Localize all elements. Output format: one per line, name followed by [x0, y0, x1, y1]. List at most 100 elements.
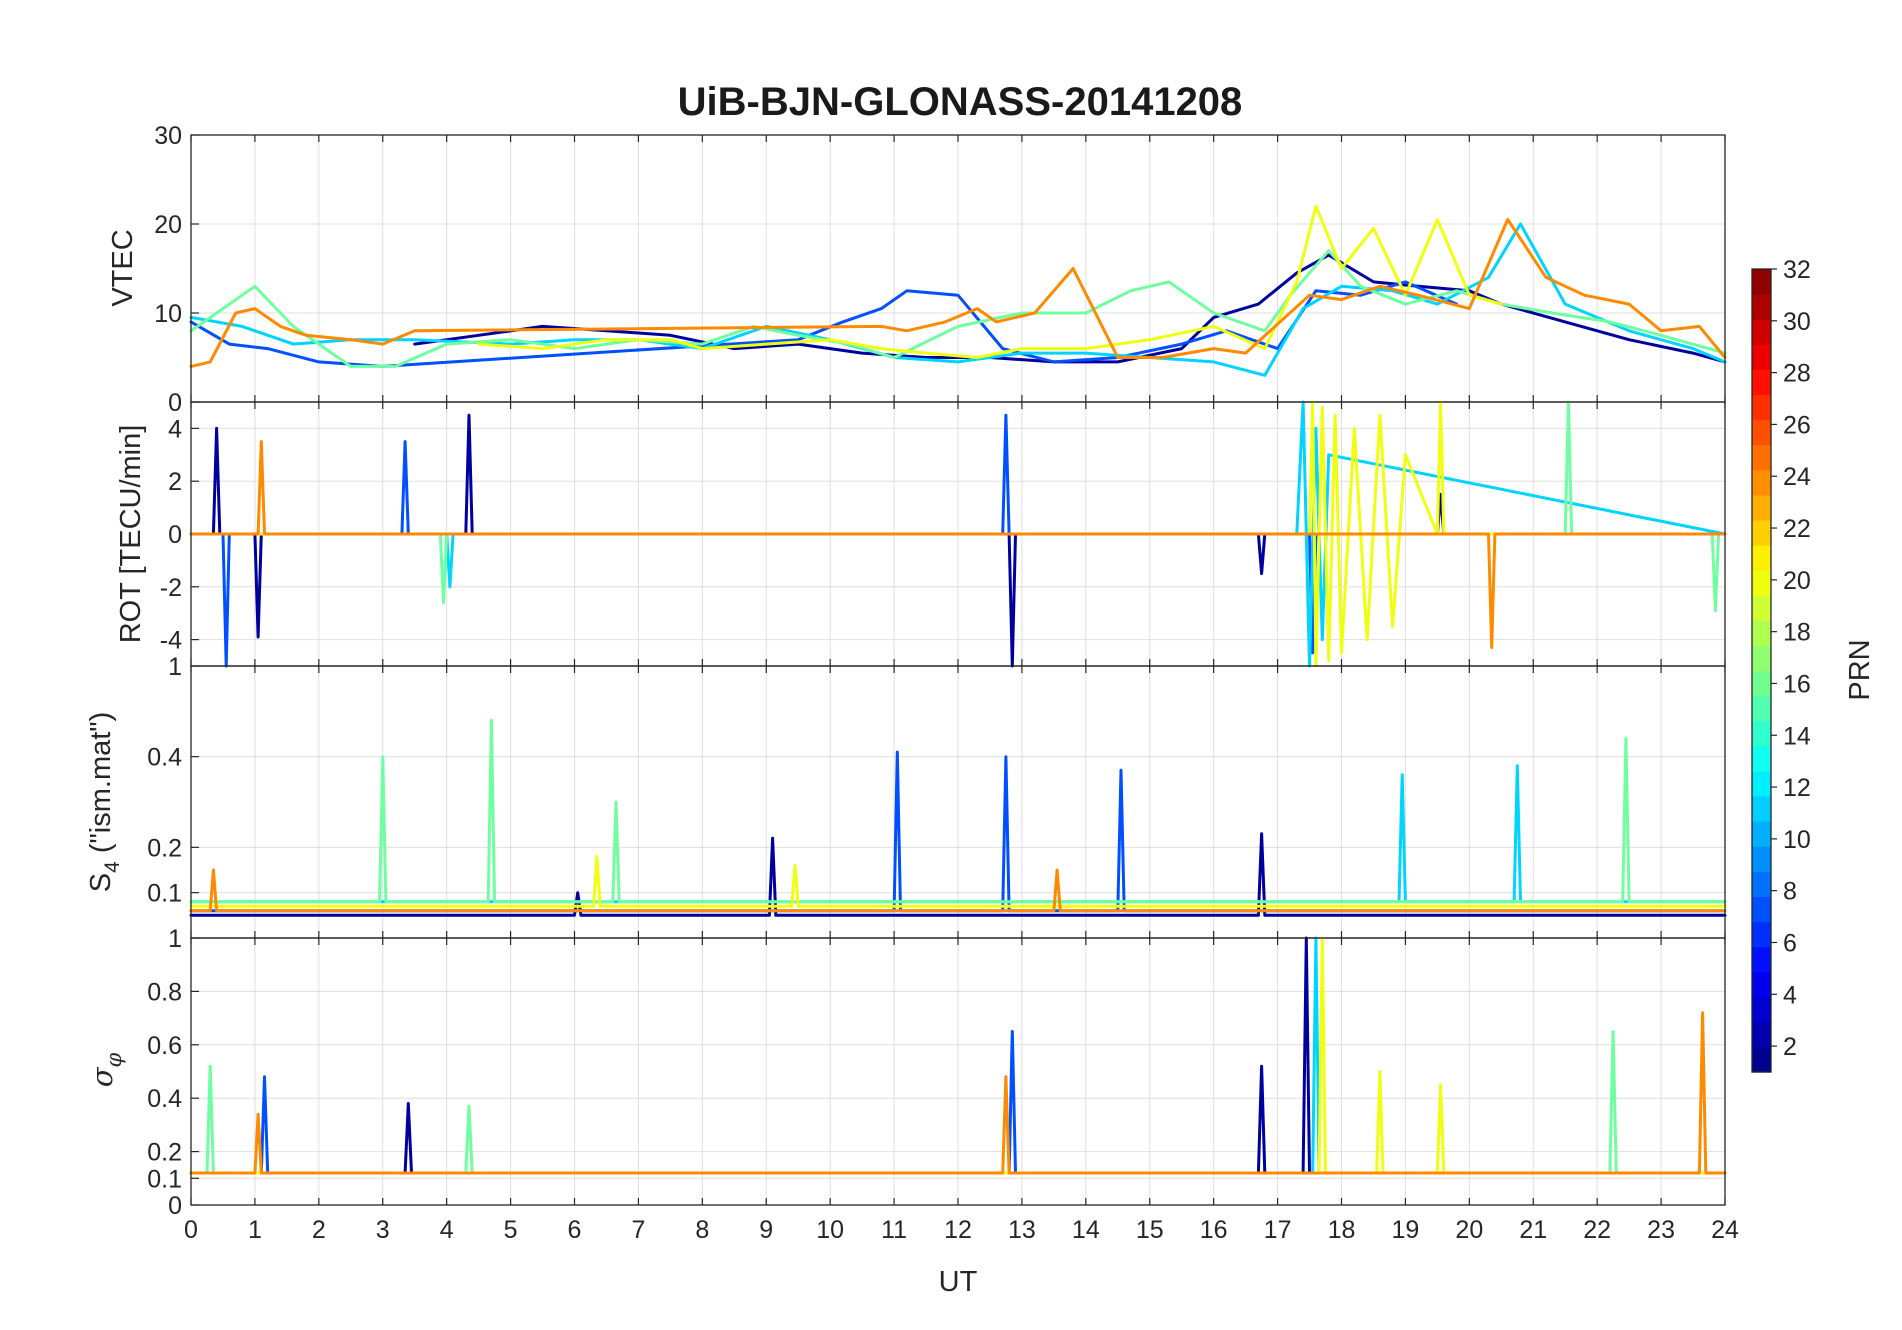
y-tick-label: 0 — [168, 389, 182, 417]
colorbar-cell — [1752, 645, 1771, 672]
x-tick-label: 12 — [944, 1216, 972, 1244]
series-line-prn-23 — [189, 440, 1727, 649]
y-tick-label: 4 — [168, 415, 182, 443]
y-tick-label: 30 — [154, 122, 182, 150]
y-tick-label: 10 — [154, 300, 182, 328]
colorbar-tick-label: 30 — [1783, 308, 1811, 336]
colorbar-cell — [1752, 846, 1771, 872]
colorbar-cell — [1752, 745, 1771, 772]
colorbar-label: PRN — [1844, 639, 1876, 700]
colorbar-cell — [1752, 344, 1771, 370]
x-axis-label: UT — [939, 1266, 978, 1298]
series-line-prn-20 — [477, 204, 1503, 359]
panel-rot: -4 -2 0 2 4 ROT [TECU/min] — [115, 400, 1727, 668]
colorbar-tick-label: 20 — [1783, 567, 1811, 595]
colorbar-cell — [1752, 294, 1771, 320]
colorbar-cell — [1752, 720, 1771, 747]
x-tick-label: 1 — [248, 1216, 262, 1244]
colorbar-cell — [1752, 394, 1771, 421]
series-line-prn-23 — [189, 1011, 1727, 1175]
colorbar-tick-label: 2 — [1783, 1033, 1797, 1061]
colorbar-tick-label: 26 — [1783, 411, 1811, 439]
colorbar-cell — [1752, 444, 1771, 471]
y-tick-label: 0.8 — [147, 978, 182, 1006]
colorbar-cell — [1752, 695, 1771, 722]
series-line-prn-20 — [189, 854, 1727, 908]
chart-title: UiB-BJN-GLONASS-20141208 — [678, 80, 1243, 124]
y-tick-label: 0.4 — [147, 1085, 182, 1113]
x-tick-label: 18 — [1328, 1216, 1356, 1244]
x-tick-label: 8 — [695, 1216, 709, 1244]
y-tick-label: 0 — [168, 1192, 182, 1220]
series-line-prn-15 — [189, 718, 1727, 904]
colorbar-cell — [1752, 595, 1771, 621]
colorbar-cell — [1752, 946, 1771, 973]
colorbar-cell — [1752, 821, 1771, 847]
y-tick-label: -2 — [160, 574, 182, 602]
colorbar-cell — [1752, 921, 1771, 948]
colorbar-cell — [1752, 369, 1771, 396]
x-tick-label: 9 — [759, 1216, 773, 1244]
y-tick-label: 0.4 — [147, 744, 182, 772]
colorbar-cell — [1752, 469, 1771, 496]
colorbar-tick-label: 12 — [1783, 774, 1811, 802]
y-tick-label: 1 — [168, 925, 182, 953]
colorbar-cell — [1752, 269, 1771, 295]
colorbar-cell — [1752, 770, 1771, 797]
series-line-prn-23 — [189, 868, 1727, 913]
colorbar-cell — [1752, 1046, 1771, 1073]
colorbar-tick-label: 22 — [1783, 515, 1811, 543]
colorbar-cell — [1752, 795, 1771, 822]
colorbar-tick-label: 10 — [1783, 826, 1811, 854]
series-line-prn-6 — [189, 750, 1727, 913]
colorbar-cell — [1752, 871, 1771, 897]
colorbar-cell — [1752, 670, 1771, 697]
y-tick-label: 0.6 — [147, 1032, 182, 1060]
y-axis-label-sigma: σφ — [85, 1052, 126, 1087]
y-axis-label-rot: ROT [TECU/min] — [115, 425, 147, 644]
colorbar-tick-label: 18 — [1783, 619, 1811, 647]
y-tick-label: 0 — [168, 521, 182, 549]
y-tick-label: 0.1 — [147, 1165, 182, 1193]
panel-sigma: 00.10.2 0.4 0.6 0.8 1 σφ — [85, 925, 1727, 1220]
series-line-prn-20 — [189, 400, 1727, 668]
y-tick-label: 0.2 — [147, 834, 182, 862]
x-tick-label: 0 — [184, 1216, 198, 1244]
y-tick-label: 0.2 — [147, 1139, 182, 1167]
y-tick-label: 2 — [168, 468, 182, 496]
colorbar-tick-label: 16 — [1783, 670, 1811, 698]
x-tick-label: 21 — [1519, 1216, 1547, 1244]
colorbar-cell — [1752, 896, 1771, 923]
y-tick-label: 1 — [168, 653, 182, 681]
colorbar-tick-label: 4 — [1783, 981, 1797, 1009]
x-tick-label: 22 — [1583, 1216, 1611, 1244]
colorbar-cell — [1752, 996, 1771, 1023]
colorbar-tick-label: 24 — [1783, 463, 1811, 491]
colorbar-cell — [1752, 319, 1771, 345]
x-tick-label: 19 — [1392, 1216, 1420, 1244]
x-tick-label: 10 — [816, 1216, 844, 1244]
series-line-prn-20 — [189, 936, 1727, 1175]
x-tick-label: 3 — [376, 1216, 390, 1244]
y-tick-label: -4 — [160, 627, 182, 655]
y-axis-label-s4: S4 ("ism.mat") — [85, 712, 124, 893]
x-tick-label: 24 — [1711, 1216, 1739, 1244]
series-line-prn-2 — [189, 936, 1727, 1175]
x-tick-label: 16 — [1200, 1216, 1228, 1244]
y-axis-label-vtec: VTEC — [107, 229, 139, 306]
series-line-prn-15 — [189, 249, 1727, 368]
colorbar-tick-label: 6 — [1783, 929, 1797, 957]
x-tick-label: 4 — [440, 1216, 454, 1244]
x-tick-label: 14 — [1072, 1216, 1100, 1244]
x-tick-label: 2 — [312, 1216, 326, 1244]
colorbar-tick-label: 32 — [1783, 256, 1811, 284]
y-tick-label: 20 — [154, 211, 182, 239]
x-tick-label: 11 — [881, 1216, 907, 1244]
series-line-prn-23 — [189, 218, 1727, 368]
colorbar-cell — [1752, 545, 1771, 571]
x-tick-label: 6 — [568, 1216, 582, 1244]
colorbar-cell — [1752, 494, 1771, 521]
panel-vtec: 0 10 20 30 VTEC — [107, 122, 1727, 417]
colorbar-cell — [1752, 1021, 1771, 1048]
